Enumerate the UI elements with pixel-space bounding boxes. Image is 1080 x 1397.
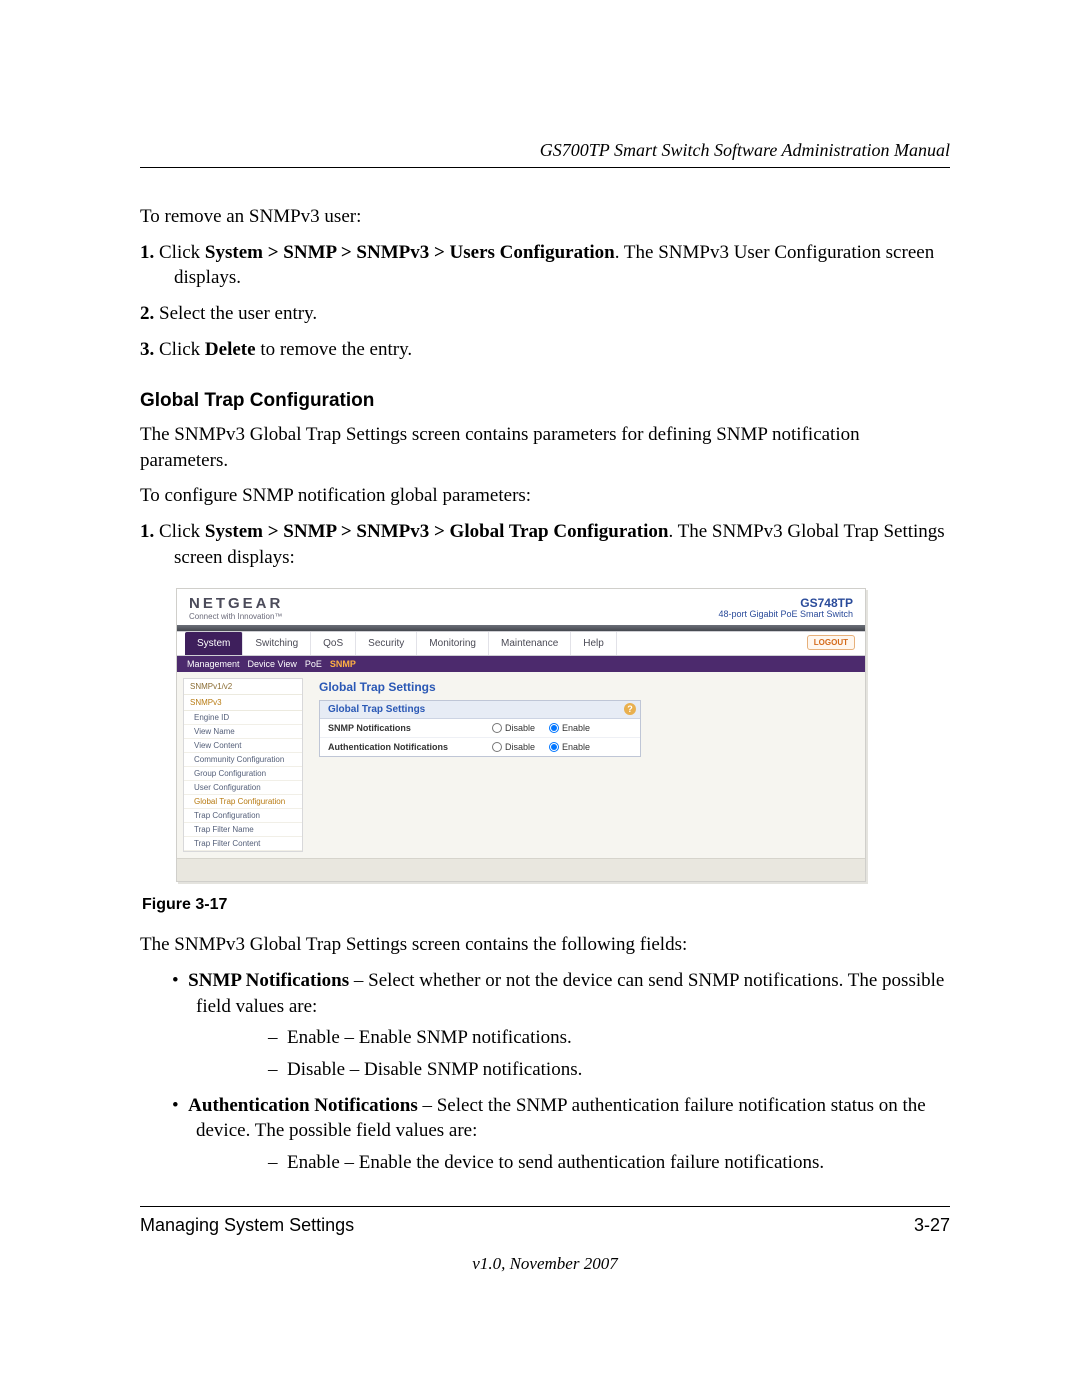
footer-section: Managing System Settings: [140, 1215, 354, 1236]
footer-version: v1.0, November 2007: [140, 1254, 950, 1274]
panel-box-header: Global Trap Settings ?: [320, 701, 640, 719]
opt-enable-auth: Enable – Enable the device to send authe…: [196, 1150, 950, 1176]
step-num: 3.: [140, 339, 154, 360]
step-num: 1.: [140, 521, 154, 542]
tab-system[interactable]: System: [185, 632, 243, 655]
radio-disable[interactable]: Disable: [492, 742, 535, 752]
field-auth-notifications: Authentication Notifications – Select th…: [140, 1093, 950, 1176]
main-panel: Global Trap Settings Global Trap Setting…: [309, 672, 865, 858]
logout-button[interactable]: LOGOUT: [807, 635, 855, 650]
para-fields-intro: The SNMPv3 Global Trap Settings screen c…: [140, 932, 950, 958]
help-icon[interactable]: ?: [624, 703, 636, 715]
steps-configure: 1. Click System > SNMP > SNMPv3 > Global…: [140, 519, 950, 570]
radio-disable[interactable]: Disable: [492, 723, 535, 733]
heading-global-trap: Global Trap Configuration: [140, 390, 950, 412]
sidebar-item-trap-config[interactable]: Trap Configuration: [184, 809, 302, 823]
sidebar-item-view-name[interactable]: View Name: [184, 725, 302, 739]
sidebar: SNMPv1/v2 SNMPv3 Engine ID View Name Vie…: [183, 678, 303, 852]
screenshot-footer-bar: [177, 858, 865, 881]
tab-maintenance[interactable]: Maintenance: [489, 632, 571, 655]
row-auth-notifications: Authentication Notifications Disable Ena…: [320, 738, 640, 756]
tab-help[interactable]: Help: [571, 632, 617, 655]
subnav-management[interactable]: Management: [187, 659, 240, 669]
intro-remove: To remove an SNMPv3 user:: [140, 204, 950, 230]
figure-caption: Figure 3-17: [142, 896, 950, 914]
tab-switching[interactable]: Switching: [243, 632, 311, 655]
row-label: Authentication Notifications: [328, 742, 478, 752]
para-configure: To configure SNMP notification global pa…: [140, 483, 950, 509]
panel-box: Global Trap Settings ? SNMP Notification…: [319, 700, 641, 757]
panel-title: Global Trap Settings: [319, 680, 855, 694]
step-num: 2.: [140, 303, 154, 324]
opt-disable-snmp: Disable – Disable SNMP notifications.: [196, 1057, 950, 1083]
radio-enable[interactable]: Enable: [549, 723, 590, 733]
footer-page-num: 3-27: [914, 1215, 950, 1236]
step-num: 1.: [140, 242, 154, 263]
sidebar-item-global-trap[interactable]: Global Trap Configuration: [184, 795, 302, 809]
tab-security[interactable]: Security: [356, 632, 417, 655]
sidebar-item-community-config[interactable]: Community Configuration: [184, 753, 302, 767]
sidebar-item-trap-filter-name[interactable]: Trap Filter Name: [184, 823, 302, 837]
para-desc: The SNMPv3 Global Trap Settings screen c…: [140, 422, 950, 473]
sidebar-item-engine-id[interactable]: Engine ID: [184, 711, 302, 725]
brand-logo: NETGEAR: [189, 595, 283, 612]
sidebar-item-trap-filter-content[interactable]: Trap Filter Content: [184, 837, 302, 851]
tab-monitoring[interactable]: Monitoring: [417, 632, 489, 655]
steps-remove: 1. Click System > SNMP > SNMPv3 > Users …: [140, 240, 950, 363]
page-header: GS700TP Smart Switch Software Administra…: [140, 140, 950, 168]
main-tabs: System Switching QoS Security Monitoring…: [177, 631, 865, 656]
sidebar-group-snmpv1v2[interactable]: SNMPv1/v2: [184, 679, 302, 695]
screenshot-global-trap: NETGEAR Connect with Innovation™ GS748TP…: [176, 588, 866, 882]
radio-enable[interactable]: Enable: [549, 742, 590, 752]
subnav-snmp[interactable]: SNMP: [330, 659, 356, 669]
sidebar-item-view-content[interactable]: View Content: [184, 739, 302, 753]
sidebar-group-snmpv3[interactable]: SNMPv3: [184, 695, 302, 711]
row-label: SNMP Notifications: [328, 723, 478, 733]
field-snmp-notifications: SNMP Notifications – Select whether or n…: [140, 968, 950, 1083]
brand-tagline: Connect with Innovation™: [189, 612, 283, 621]
tab-qos[interactable]: QoS: [311, 632, 356, 655]
sub-nav: Management Device View PoE SNMP: [177, 656, 865, 672]
sidebar-item-user-config[interactable]: User Configuration: [184, 781, 302, 795]
subnav-device-view[interactable]: Device View: [248, 659, 297, 669]
opt-enable-snmp: Enable – Enable SNMP notifications.: [196, 1025, 950, 1051]
row-snmp-notifications: SNMP Notifications Disable Enable: [320, 719, 640, 738]
sidebar-item-group-config[interactable]: Group Configuration: [184, 767, 302, 781]
subnav-poe[interactable]: PoE: [305, 659, 322, 669]
model-label: GS748TP 48-port Gigabit PoE Smart Switch: [718, 597, 853, 620]
